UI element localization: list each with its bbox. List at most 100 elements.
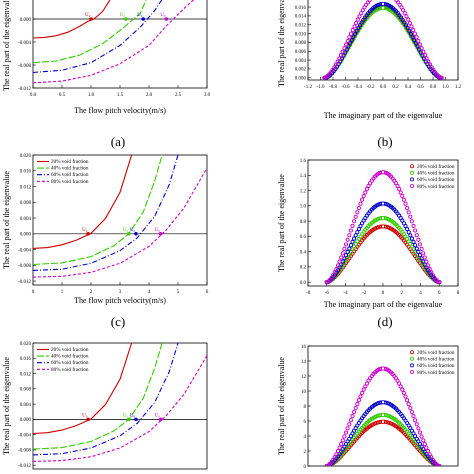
- data-point: [402, 11, 407, 16]
- x-axis-label: The flow pitch velocity(m/s): [74, 106, 166, 115]
- series-points-3: [323, 1, 443, 80]
- data-point: [435, 463, 440, 466]
- data-point: [363, 384, 368, 389]
- data-point: [339, 442, 344, 447]
- data-point: [352, 236, 357, 241]
- y-tick-label: 0.002: [295, 68, 307, 73]
- data-point: [359, 11, 364, 16]
- data-point: [407, 20, 412, 26]
- data-point: [335, 59, 340, 64]
- peak-marker: [381, 420, 385, 423]
- data-point: [426, 59, 431, 64]
- data-point: [404, 14, 409, 19]
- legend-swatch: [409, 177, 414, 182]
- data-point: [397, 381, 402, 386]
- data-point: [416, 38, 421, 44]
- y-tick-label: 0.010: [295, 32, 307, 37]
- y-tick-label: 0.016: [20, 357, 32, 362]
- y-tick-label: -0.008: [18, 264, 31, 269]
- data-point: [406, 230, 411, 235]
- y-tick-label: 0.000: [20, 18, 32, 23]
- x-tick-label: 4: [148, 290, 151, 295]
- data-point: [408, 233, 413, 238]
- data-point: [355, 402, 360, 407]
- x-tick-label: 5: [177, 290, 180, 295]
- data-point: [427, 266, 432, 272]
- peak-marker: [381, 2, 385, 6]
- legend-swatch: [409, 356, 414, 361]
- panel-top-left: -0.012-0.008-0.0040.0000.0040.00.51.01.5…: [2, 0, 211, 115]
- legend-label: 60% void fraction: [51, 359, 89, 366]
- x-tick-label: 0: [382, 291, 385, 296]
- data-point: [406, 17, 411, 22]
- series-points-1: [324, 224, 442, 285]
- y-axis-label: The real part of the eigenvalue: [277, 174, 286, 272]
- data-point: [403, 224, 408, 229]
- data-point: [401, 8, 406, 13]
- series-line-4: [33, 167, 207, 278]
- panel-caption: (d): [377, 314, 392, 329]
- peak-marker: [381, 401, 385, 404]
- plot-area: [324, 170, 442, 285]
- y-tick-label: -0.012: [18, 280, 31, 285]
- data-point: [406, 210, 411, 215]
- x-tick-label: 0.2: [392, 85, 399, 90]
- x-tick-label: -0.2: [367, 85, 375, 90]
- critical-velocity-label: U₀: [123, 413, 129, 418]
- x-tick-label: 0.5: [59, 93, 66, 98]
- series-line-3: [33, 343, 179, 456]
- y-tick-label: 1.4: [300, 174, 307, 179]
- panel-bottom-left: -0.012 -0.008 -0.004 0.000 0.004 0.008 0.012 0.…: [2, 342, 208, 470]
- data-point: [408, 214, 413, 219]
- data-point: [332, 65, 337, 70]
- legend-label: 20% void fraction: [417, 163, 455, 170]
- data-point: [422, 255, 427, 260]
- data-point: [405, 205, 410, 211]
- data-point: [361, 387, 366, 392]
- data-point: [429, 270, 434, 275]
- y-tick-label: 1.2: [300, 189, 307, 194]
- data-point: [351, 34, 356, 39]
- critical-point-marker: [126, 231, 131, 236]
- data-point: [339, 255, 344, 260]
- data-point: [421, 49, 426, 54]
- x-tick-label: -4: [343, 291, 348, 296]
- data-point: [353, 214, 358, 219]
- y-tick-label: 0.016: [20, 170, 32, 175]
- y-tick-label: 0.004: [20, 217, 32, 222]
- legend-label: 20% void fraction: [51, 346, 89, 353]
- data-point: [360, 390, 365, 396]
- data-point: [334, 452, 339, 457]
- data-point: [340, 251, 345, 256]
- legend-swatch: [409, 170, 414, 175]
- y-tick-label: -0.008: [18, 449, 31, 454]
- x-tick-label: 0.0: [30, 93, 37, 98]
- legend-label: 80% void fraction: [417, 369, 455, 376]
- critical-velocity-label: U₀: [120, 13, 126, 18]
- data-point: [419, 246, 424, 251]
- data-point: [424, 445, 429, 450]
- y-tick-label: 16: [301, 345, 307, 350]
- data-point: [361, 193, 366, 199]
- y-tick-label: 0.004: [295, 59, 307, 64]
- x-tick-label: 0.8: [430, 85, 437, 90]
- data-point: [416, 249, 421, 254]
- y-axis-label: The real part of the eigenvalue: [277, 357, 286, 455]
- critical-point-marker: [124, 17, 128, 21]
- y-tick-label: 10: [301, 390, 307, 395]
- data-point: [400, 193, 405, 199]
- legend-label: 20% void fraction: [417, 349, 455, 356]
- y-tick-label: -0.004: [18, 248, 31, 253]
- x-tick-label: 2: [401, 291, 404, 296]
- x-tick-label: 0: [32, 290, 35, 295]
- series-line-1: [33, 0, 111, 39]
- peak-marker: [381, 202, 385, 205]
- series-line-2: [33, 343, 163, 450]
- legend-swatch: [409, 164, 414, 169]
- data-point: [333, 62, 339, 67]
- data-point: [355, 230, 360, 235]
- y-tick-label: 0.020: [20, 342, 32, 347]
- panel-middle-right: 0.0 0.2 0.4 0.6 0.8 1.0 1.2 1.4 1.6 -8 -6 -4 -2 0 2 4 6 8…: [277, 159, 460, 309]
- critical-velocity-label: U₀: [130, 228, 136, 233]
